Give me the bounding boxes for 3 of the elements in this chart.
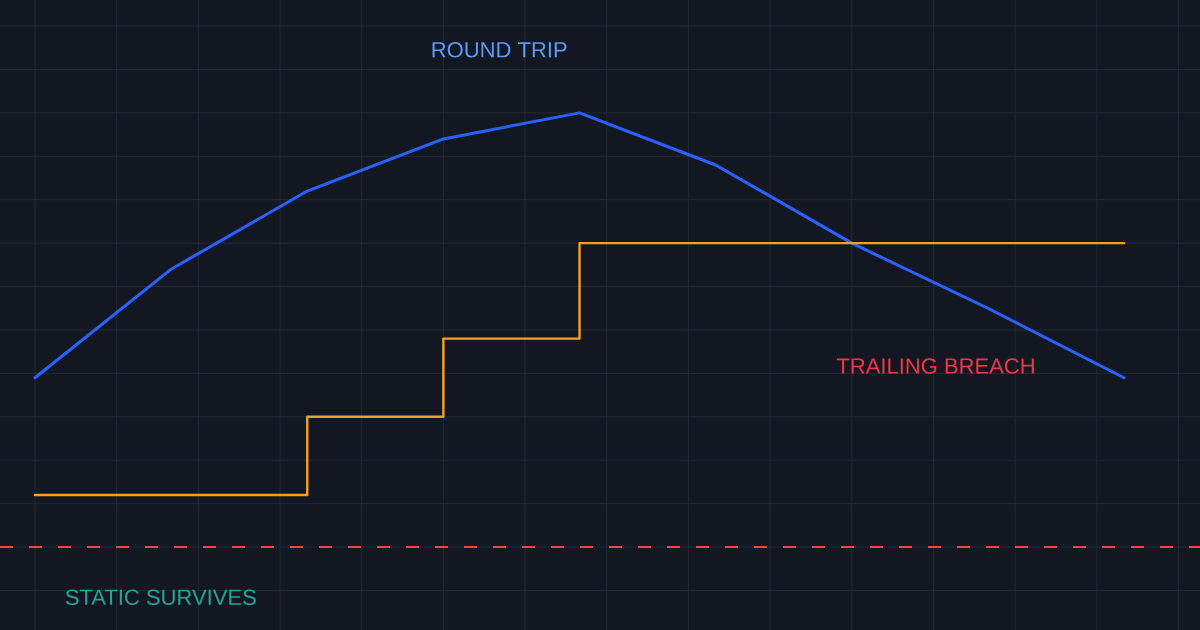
text: ROUND TRIP (432, 41, 567, 58)
text: STATIC SURVIVES (65, 589, 256, 606)
annotation: TRAILING BREACH (836, 358, 1034, 374)
